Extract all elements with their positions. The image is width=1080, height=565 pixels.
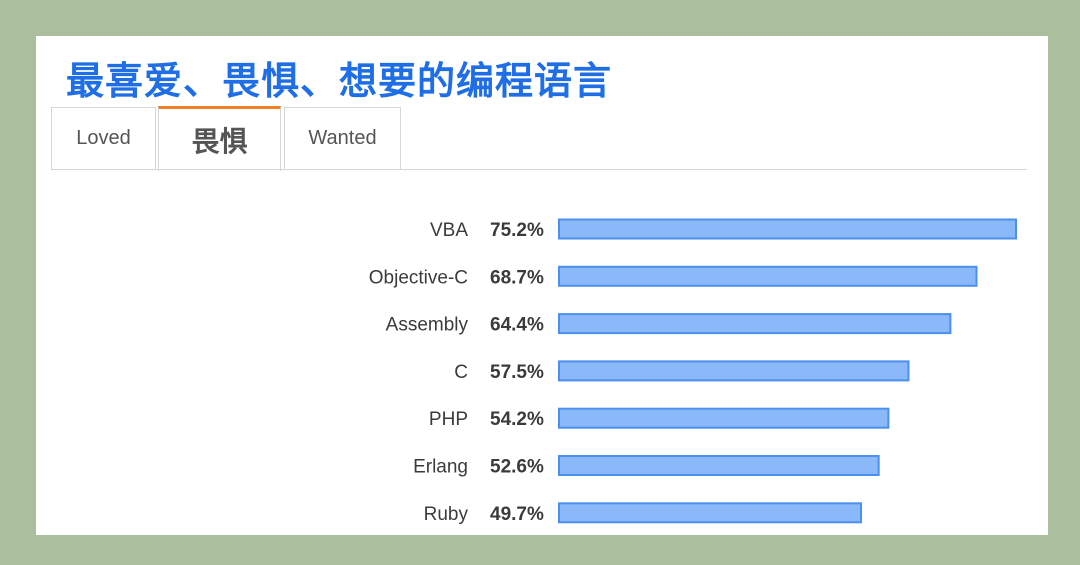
category-label-vba: VBA: [430, 220, 468, 241]
category-label-ruby: Ruby: [424, 504, 469, 525]
bar-chart: VBA 75.2% Objective-C 68.7% Assembly 64.4% C 57…: [369, 218, 1017, 525]
bar-vba: [558, 218, 1017, 240]
tab-dreaded[interactable]: 畏惧: [158, 106, 281, 171]
bar-erlang: [558, 455, 880, 476]
bar-php: [558, 407, 890, 429]
category-label-c: C: [454, 362, 468, 383]
value-label-php: 54.2%: [490, 409, 544, 430]
category-label-erlang: Erlang: [413, 457, 468, 478]
value-label-assembly: 64.4%: [490, 315, 544, 336]
chart-card: 最喜爱、畏惧、想要的编程语言 Loved 畏惧 Wanted VBA 75.2% O…: [36, 36, 1048, 535]
value-label-ruby: 49.7%: [490, 504, 544, 525]
bar-ruby: [558, 502, 863, 524]
tabs-divider: [51, 169, 1027, 170]
tab-loved[interactable]: Loved: [51, 107, 156, 169]
category-label-objective-c: Objective-C: [369, 267, 468, 288]
category-label-assembly: Assembly: [386, 315, 469, 336]
value-label-c: 57.5%: [490, 362, 544, 383]
bar-objective-c: [558, 265, 978, 287]
bar-assembly: [558, 313, 952, 335]
tab-wanted[interactable]: Wanted: [284, 107, 401, 169]
category-label-php: PHP: [429, 409, 468, 430]
bar-c: [558, 360, 910, 382]
value-label-vba: 75.2%: [490, 220, 544, 241]
value-label-objective-c: 68.7%: [490, 267, 544, 288]
page-title: 最喜爱、畏惧、想要的编程语言: [66, 59, 613, 103]
value-label-erlang: 52.6%: [490, 457, 544, 478]
